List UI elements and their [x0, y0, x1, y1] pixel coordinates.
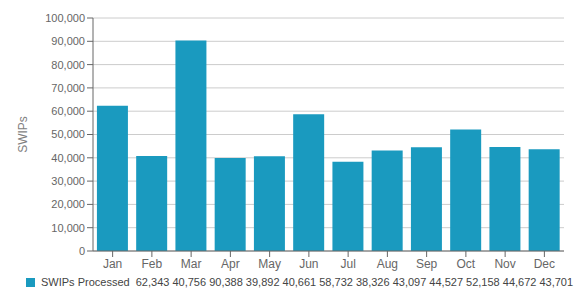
svg-text:May: May — [258, 257, 281, 271]
svg-text:40,000: 40,000 — [51, 152, 85, 164]
svg-text:Jul: Jul — [340, 257, 355, 271]
svg-text:20,000: 20,000 — [51, 198, 85, 210]
svg-text:Mar: Mar — [181, 257, 202, 271]
svg-text:SWIPs: SWIPs — [16, 116, 30, 153]
svg-text:30,000: 30,000 — [51, 175, 85, 187]
svg-text:100,000: 100,000 — [45, 12, 85, 24]
svg-text:Nov: Nov — [494, 257, 515, 271]
svg-text:Feb: Feb — [142, 257, 163, 271]
svg-text:Oct: Oct — [457, 257, 476, 271]
svg-text:80,000: 80,000 — [51, 59, 85, 71]
svg-text:0: 0 — [79, 245, 85, 257]
svg-text:10,000: 10,000 — [51, 222, 85, 234]
svg-text:Jan: Jan — [103, 257, 122, 271]
svg-text:60,000: 60,000 — [51, 105, 85, 117]
svg-text:90,000: 90,000 — [51, 35, 85, 47]
svg-text:50,000: 50,000 — [51, 128, 85, 140]
svg-text:Aug: Aug — [377, 257, 398, 271]
svg-text:Dec: Dec — [534, 257, 555, 271]
svg-text:Sep: Sep — [416, 257, 438, 271]
html-text:SWIPs Processed 62,343 40,756: SWIPs Processed 62,343 40,756 90,388 39,… — [41, 276, 574, 288]
svg-text:70,000: 70,000 — [51, 82, 85, 94]
svg-text:Apr: Apr — [221, 257, 240, 271]
svg-text:Jun: Jun — [299, 257, 318, 271]
